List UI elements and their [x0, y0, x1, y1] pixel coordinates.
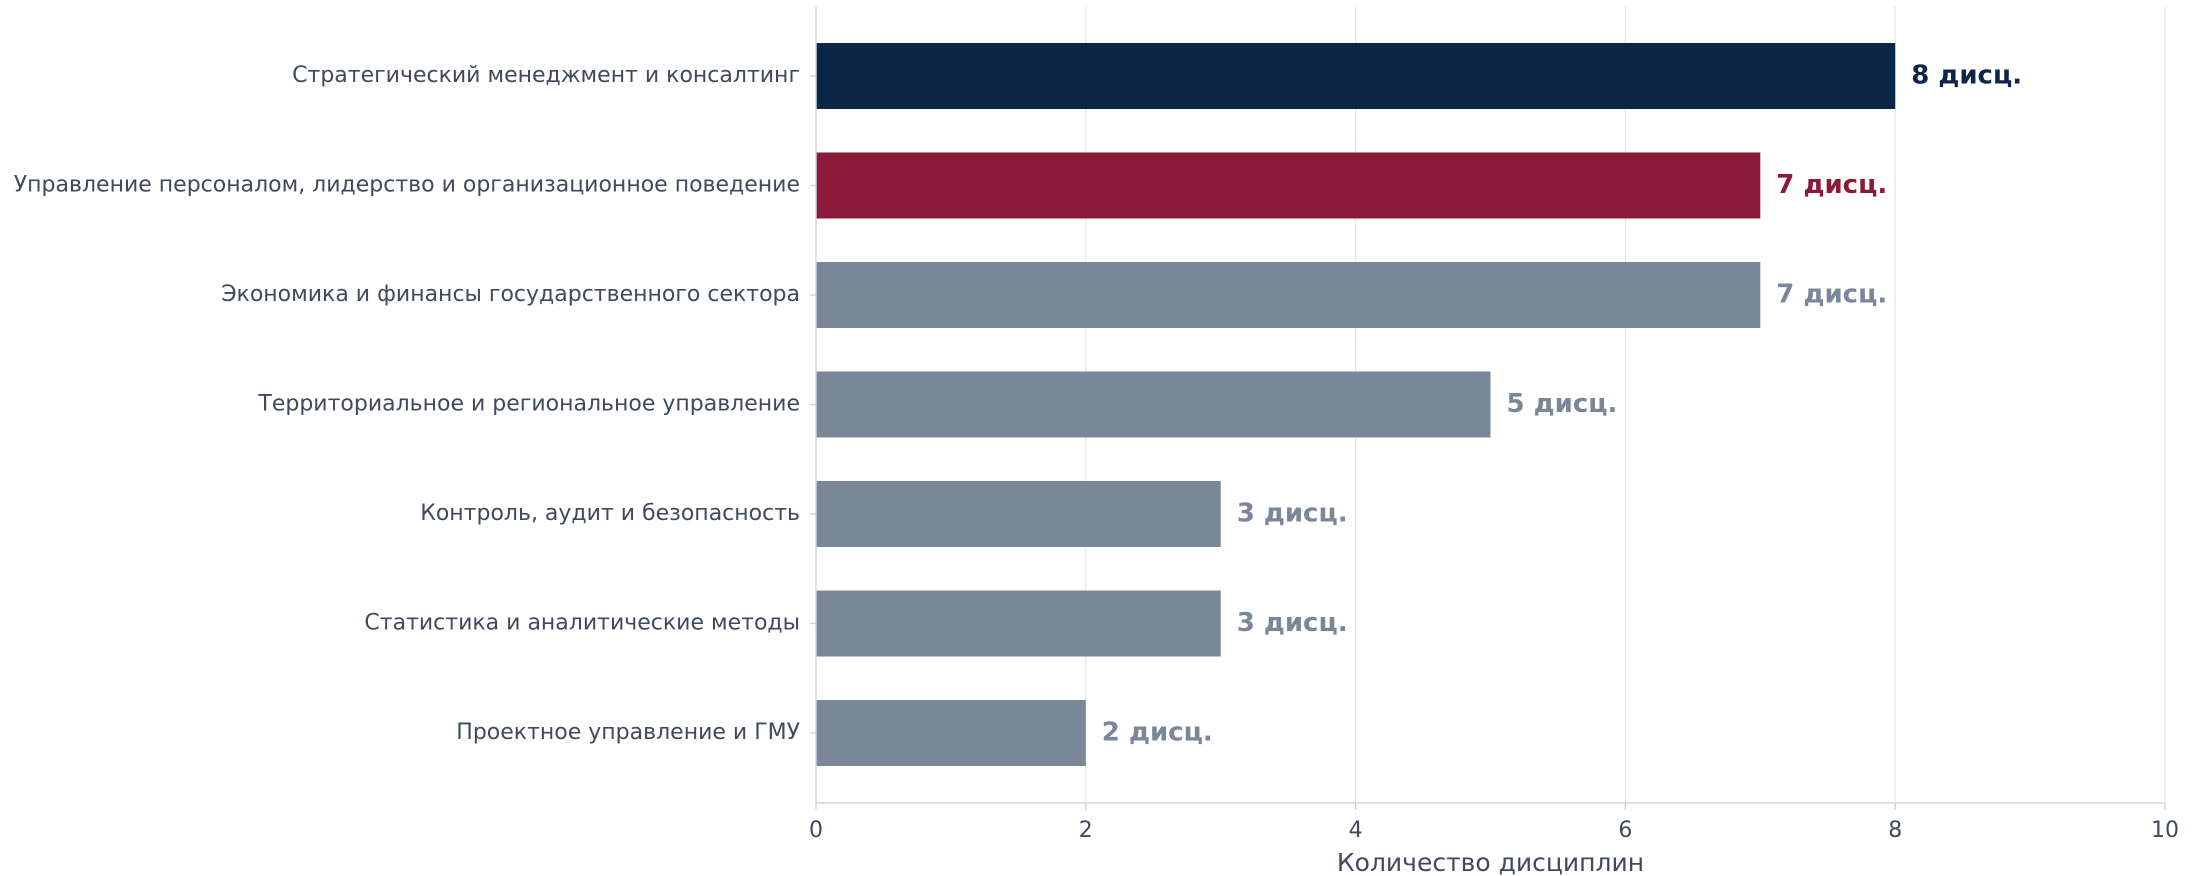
- data-labels: 8 дисц. 7 дисц. 7 дисц. 5 дисц. 3 дисц. 3 дис…: [1102, 61, 2022, 748]
- data-label: 3 дисц.: [1237, 608, 1348, 638]
- bar: [816, 481, 1221, 547]
- x-tick-label: 10: [2151, 818, 2179, 843]
- data-label: 5 дисц.: [1507, 389, 1618, 419]
- data-label: 8 дисц.: [1911, 61, 2022, 91]
- data-label: 2 дисц.: [1102, 718, 1213, 748]
- bar: [816, 590, 1221, 657]
- category-label: Проектное управление и ГМУ: [456, 720, 800, 745]
- bar: [816, 700, 1086, 766]
- data-label: 7 дисц.: [1776, 280, 1887, 310]
- category-label: Стратегический менеджмент и консалтинг: [292, 63, 800, 88]
- x-tick-label: 4: [1349, 818, 1363, 843]
- bar: [816, 152, 1761, 219]
- category-label: Управление персоналом, лидерство и орган…: [14, 173, 800, 198]
- x-axis-title: Количество дисциплин: [1337, 848, 1644, 876]
- category-labels: Стратегический менеджмент и консалтинг Уп…: [14, 63, 816, 745]
- gridlines: [1085, 6, 2166, 803]
- category-label: Статистика и аналитические методы: [364, 611, 800, 636]
- bars: [816, 43, 1896, 766]
- category-label: Контроль, аудит и безопасность: [420, 501, 800, 526]
- bar: [816, 262, 1761, 328]
- category-label: Экономика и финансы государственного сек…: [221, 282, 800, 307]
- bar: [816, 371, 1491, 438]
- x-tick-label: 0: [809, 818, 823, 843]
- data-label: 3 дисц.: [1237, 499, 1348, 529]
- bar: [816, 43, 1896, 109]
- x-tick-label: 2: [1079, 818, 1093, 843]
- x-tick-label: 8: [1888, 818, 1902, 843]
- data-label: 7 дисц.: [1776, 170, 1887, 200]
- x-tick-label: 6: [1618, 818, 1632, 843]
- x-ticks: 0 2 4 6 8 10: [809, 803, 2179, 843]
- category-label: Территориальное и региональное управлени…: [257, 392, 800, 417]
